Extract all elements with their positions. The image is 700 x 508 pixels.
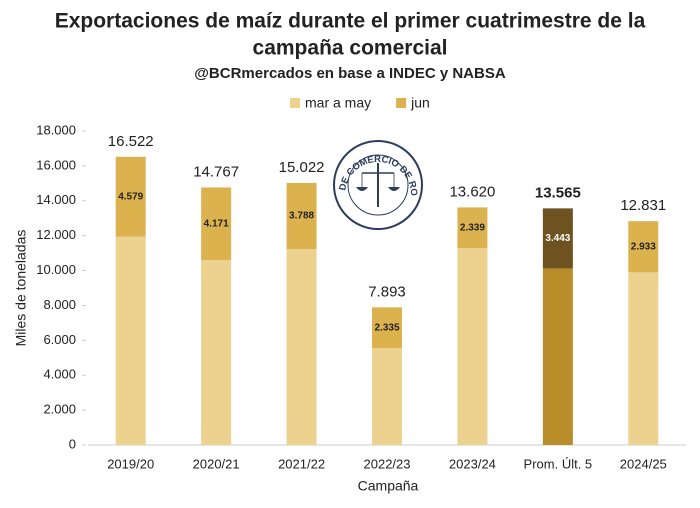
y-axis-label: Miles de toneladas [13,230,29,347]
bar-segment [372,348,402,445]
segment-label: 4.579 [118,191,143,202]
y-tick-label: 8.000 [43,297,76,312]
chart-subtitle: @BCRmercados en base a INDEC y NABSA [194,65,506,82]
segment-label: 3.788 [289,211,314,222]
chart-title: Exportaciones de maíz durante el primer … [55,10,646,33]
bar-segment [115,236,146,445]
y-tick-label: 16.000 [36,157,76,172]
y-tick-label: 14.000 [36,192,76,207]
total-label: 15.022 [279,159,325,176]
bar-segment [542,208,573,269]
y-tick-label: 18.000 [36,122,76,137]
y-tick-label: 6.000 [43,332,76,347]
bar-segment [542,268,573,445]
x-tick-label: 2019/20 [107,456,154,471]
legend-swatch [290,98,300,108]
legend-swatch [396,98,407,108]
x-tick-label: 2022/23 [364,456,411,471]
y-tick-label: 4.000 [43,367,76,382]
y-tick-label: 2.000 [43,402,76,417]
bar-segment [201,187,232,261]
x-tick-label: 2020/21 [193,456,240,471]
bar-segment [372,307,402,349]
segment-label: 4.171 [204,218,229,229]
bar-segment [115,156,146,237]
segment-label: 2.335 [374,322,399,333]
x-tick-label: 2023/24 [449,456,496,471]
x-axis-label: Campaña [358,478,419,494]
total-label: 16.522 [108,133,154,150]
x-tick-label: 2024/25 [620,456,667,471]
logo-emblem [356,187,400,191]
bar-segment [628,221,659,273]
chart-title: campaña comercial [253,37,448,60]
legend-label: mar a may [305,95,371,111]
bar-segment [201,260,232,445]
x-tick-label: Prom. Últ. 5 [524,456,593,471]
bar-segment [457,207,488,249]
bar-segment [457,248,488,445]
total-label: 12.831 [620,197,666,214]
total-label: 13.620 [449,183,495,200]
x-tick-label: 2021/22 [278,456,325,471]
segment-label: 2.339 [460,222,485,233]
segment-label: 2.933 [631,241,656,252]
y-tick-label: 10.000 [36,262,76,277]
y-tick-label: 0 [69,436,76,451]
legend-label: jun [410,95,430,111]
bar-segment [286,182,317,250]
y-tick-label: 12.000 [36,227,76,242]
total-label: 14.767 [193,163,239,180]
logo-ring [347,154,409,216]
bar-segment [286,249,317,445]
segment-label: 3.443 [545,233,570,244]
total-label: 7.893 [368,283,406,300]
total-label: 13.565 [535,184,581,201]
bar-segment [628,272,659,445]
